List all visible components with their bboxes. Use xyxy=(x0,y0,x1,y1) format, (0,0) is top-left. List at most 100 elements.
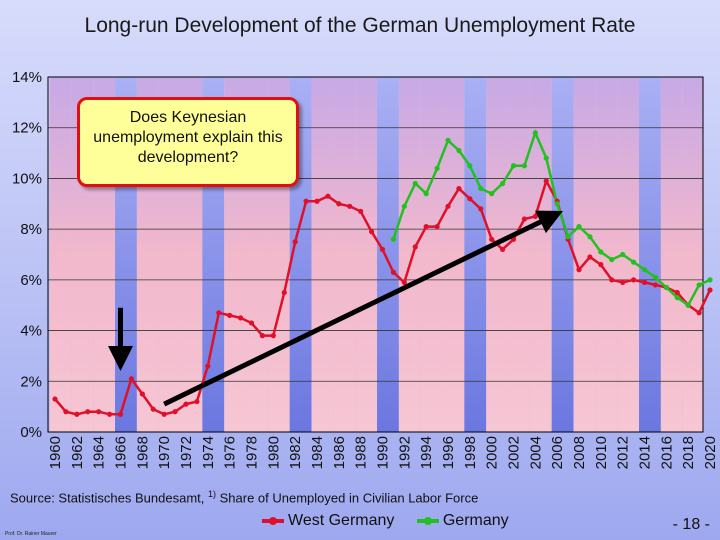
data-point-west-germany xyxy=(456,185,462,192)
data-point-west-germany xyxy=(96,409,102,415)
legend-item-germany: Germany xyxy=(416,512,509,530)
data-point-germany xyxy=(499,180,506,187)
x-tick-label: 2020 xyxy=(702,436,719,469)
chart-title: Long-run Development of the German Unemp… xyxy=(84,14,636,37)
x-tick-label: 1974 xyxy=(200,436,217,469)
legend-swatch-germany xyxy=(416,516,439,525)
data-point-west-germany xyxy=(216,310,222,316)
author-credit: Prof. Dr. Rainer Maurer xyxy=(5,531,57,537)
background-band xyxy=(377,77,399,432)
y-tick-label: 6% xyxy=(20,272,42,289)
data-point-germany xyxy=(412,180,418,187)
data-point-west-germany xyxy=(641,279,648,285)
x-tick-label: 2006 xyxy=(549,436,566,469)
x-tick-label: 2018 xyxy=(680,436,697,469)
legend-item-west-germany: West Germany xyxy=(262,512,394,530)
data-point-west-germany xyxy=(314,198,320,204)
data-point-germany xyxy=(696,282,702,288)
x-tick-label: 1996 xyxy=(440,436,457,469)
data-point-germany xyxy=(620,251,626,258)
data-point-west-germany xyxy=(358,208,364,214)
data-point-germany xyxy=(532,130,538,136)
data-point-west-germany xyxy=(620,279,626,285)
legend-label-germany: Germany xyxy=(442,512,509,529)
data-point-west-germany xyxy=(696,310,702,316)
x-tick-label: 1992 xyxy=(396,436,413,469)
legend: West Germany Germany xyxy=(262,512,527,530)
data-point-west-germany xyxy=(379,246,386,253)
background-band xyxy=(49,77,72,432)
legend-swatch-west xyxy=(262,516,284,525)
data-point-west-germany xyxy=(237,315,244,321)
x-tick-label: 1972 xyxy=(178,436,195,469)
data-point-west-germany xyxy=(423,224,429,230)
data-point-germany xyxy=(630,259,637,265)
data-point-germany xyxy=(401,203,407,209)
x-tick-label: 2010 xyxy=(593,436,610,469)
background-band xyxy=(660,77,683,432)
data-point-germany xyxy=(543,155,549,161)
x-tick-label: 1962 xyxy=(69,436,86,469)
data-point-west-germany xyxy=(336,201,342,207)
data-point-germany xyxy=(598,249,604,255)
background-band xyxy=(398,77,421,432)
data-point-west-germany xyxy=(150,406,156,412)
background-band xyxy=(420,77,443,432)
x-tick-label: 2008 xyxy=(571,436,588,469)
data-point-germany xyxy=(652,274,659,280)
data-point-germany xyxy=(685,302,691,308)
data-point-west-germany xyxy=(652,282,659,288)
source-text: Source: Statistisches Bundesamt, xyxy=(10,490,208,506)
data-point-west-germany xyxy=(292,239,298,245)
plot-area-border xyxy=(47,76,704,433)
background-band xyxy=(442,77,465,432)
y-tick-label: 10% xyxy=(12,170,42,187)
legend-label-west: West Germany xyxy=(288,512,395,529)
series-points xyxy=(52,130,713,417)
data-point-germany xyxy=(565,234,571,240)
data-point-west-germany xyxy=(259,333,266,339)
data-point-germany xyxy=(489,191,495,197)
annotation-arrows xyxy=(108,210,563,407)
source-text-2: Share of Unemployed in Civilian Labor Fo… xyxy=(216,490,479,506)
data-point-germany xyxy=(576,224,582,230)
data-point-west-germany xyxy=(106,411,113,417)
data-point-west-germany xyxy=(630,277,637,283)
background-band xyxy=(573,77,596,432)
y-axis-ticks: 0% 2% 4% 6% 8% 10% 12% 14% xyxy=(12,69,42,441)
data-point-west-germany xyxy=(543,178,549,184)
data-point-germany xyxy=(674,295,680,301)
data-point-west-germany xyxy=(270,333,276,339)
data-point-west-germany xyxy=(347,203,353,209)
data-point-west-germany xyxy=(183,401,189,407)
x-tick-label: 1998 xyxy=(462,436,479,469)
data-point-germany xyxy=(445,137,451,143)
data-point-west-germany xyxy=(674,289,680,296)
data-point-west-germany xyxy=(576,267,582,273)
data-point-west-germany xyxy=(117,411,124,417)
data-point-west-germany xyxy=(609,277,615,283)
data-point-west-germany xyxy=(467,196,473,202)
y-tick-label: 12% xyxy=(12,120,42,137)
x-tick-label: 1968 xyxy=(134,436,151,469)
data-point-west-germany xyxy=(139,391,145,397)
data-point-germany xyxy=(587,234,593,240)
background-band xyxy=(529,77,552,432)
data-point-germany xyxy=(707,277,713,283)
data-point-germany xyxy=(456,147,462,154)
x-axis-ticks: 1960 1962 1964 1966 1968 1970 1972 1974 1976 1978… xyxy=(47,436,719,469)
data-point-west-germany xyxy=(598,262,604,268)
data-point-west-germany xyxy=(478,206,484,212)
data-point-west-germany xyxy=(172,409,178,415)
data-point-west-germany xyxy=(248,320,255,326)
data-point-west-germany xyxy=(489,236,495,242)
data-point-west-germany xyxy=(445,203,451,209)
y-tick-label: 4% xyxy=(20,323,42,340)
callout-box: Does Keynesian unemployment explain this… xyxy=(77,97,299,187)
x-tick-label: 2004 xyxy=(527,436,544,469)
data-point-west-germany xyxy=(587,254,593,260)
data-point-west-germany xyxy=(74,411,80,417)
background-band xyxy=(355,77,378,432)
data-point-germany xyxy=(510,163,517,169)
data-point-germany xyxy=(423,191,429,197)
